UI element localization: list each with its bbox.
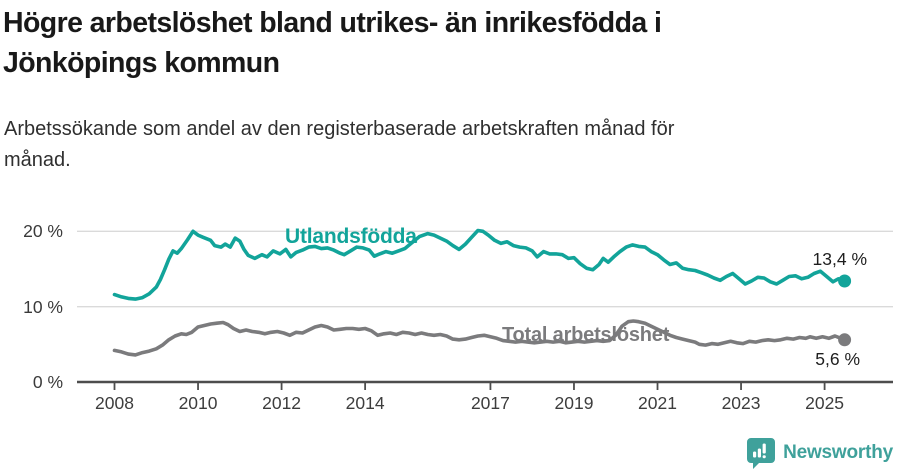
series-end-dot: [838, 333, 852, 347]
x-axis-tick-label: 2019: [554, 393, 594, 413]
y-axis-tick-label: 20 %: [23, 221, 63, 242]
x-axis-tick-label: 2021: [638, 393, 677, 413]
page-title: Högre arbetslöshet bland utrikes- än inr…: [3, 3, 855, 84]
x-axis-tick-label: 2010: [178, 393, 218, 413]
x-axis-tick-label: 2008: [95, 393, 134, 413]
series-label-total-arbetsloshet: Total arbetslöshet: [502, 324, 670, 346]
x-axis-tick-label: 2017: [470, 393, 510, 413]
series-label-utlandsfodda: Utlandsfödda: [285, 225, 417, 248]
newsworthy-logo[interactable]: Newsworthy: [746, 437, 893, 469]
x-axis-tick-label: 2025: [805, 393, 845, 413]
title-line-1: Högre arbetslöshet bland utrikes- än inr…: [3, 7, 662, 39]
series-line: [112, 228, 847, 301]
newsworthy-logo-icon: [747, 438, 776, 469]
subtitle-line-2: månad.: [4, 149, 71, 171]
x-axis-tick-label: 2012: [262, 393, 302, 413]
y-axis-tick-label: 0 %: [32, 372, 63, 392]
x-axis-tick-label: 2014: [345, 393, 385, 413]
series-line: [112, 319, 847, 357]
x-axis-tick-label: 2023: [721, 393, 761, 413]
newsworthy-logo-text: Newsworthy: [783, 442, 893, 463]
subtitle-line-1: Arbetssökande som andel av den registerb…: [4, 118, 675, 140]
series-end-dot: [838, 274, 852, 288]
y-axis-tick-label: 10 %: [23, 296, 63, 317]
end-value-total: 5,6 %: [815, 349, 860, 369]
title-line-2: Jönköpings kommun: [3, 47, 280, 80]
chart-subtitle: Arbetssökande som andel av den registerb…: [4, 114, 784, 176]
end-value-utlandsfodda: 13,4 %: [812, 249, 867, 269]
